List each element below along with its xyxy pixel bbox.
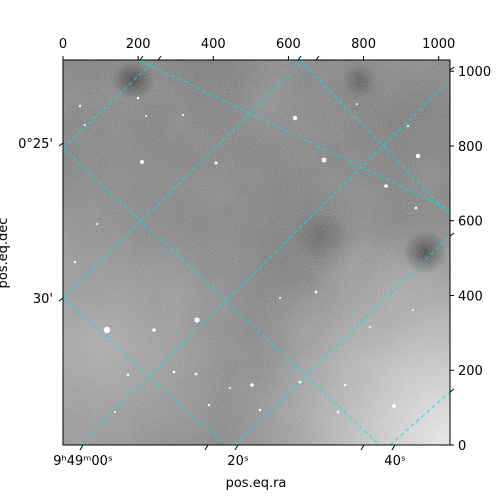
right-axis-tick-label: 1000: [458, 65, 491, 80]
grid-line: [234, 235, 450, 445]
star: [214, 161, 218, 165]
top-axis-world-tick: [157, 55, 162, 61]
left-dec-axis: 0°25' 30': [18, 137, 64, 307]
bottom-axis-tick: [79, 444, 84, 451]
top-axis-tick-label: 0: [59, 37, 67, 52]
star: [321, 157, 327, 163]
right-axis-world-tick: [449, 388, 455, 393]
right-axis-tick-label: 800: [458, 140, 483, 155]
bottom-axis-tick-label: 20ˢ: [227, 454, 249, 469]
star: [414, 206, 418, 210]
star: [250, 383, 254, 387]
star: [84, 124, 86, 126]
right-axis-tick-label: 200: [458, 364, 483, 379]
star: [145, 115, 147, 117]
star: [343, 383, 347, 387]
bottom-axis-minor-tick: [360, 444, 365, 451]
star: [136, 96, 140, 100]
grid-line: [79, 79, 450, 445]
star: [278, 296, 282, 300]
top-axis-tick-label: 1000: [422, 37, 455, 52]
star: [415, 153, 421, 159]
grid-line: [389, 391, 450, 445]
star: [103, 326, 111, 334]
star: [369, 326, 371, 328]
grid-line: [299, 60, 450, 216]
x-axis-label: pos.eq.ra: [226, 476, 287, 491]
coordinate-grid: [63, 60, 450, 445]
star: [172, 370, 176, 374]
star: [207, 403, 211, 407]
bottom-ra-axis: 9ʰ49ᵐ00ˢ 20ˢ 40ˢ: [53, 444, 406, 469]
right-axis-world-tick: [449, 66, 455, 71]
star: [194, 372, 198, 376]
top-axis-tick-label: 400: [201, 37, 226, 52]
top-axis-tick-label: 800: [351, 37, 376, 52]
star: [182, 114, 184, 116]
star: [229, 387, 231, 389]
right-axis-tick-label: 600: [458, 215, 483, 230]
right-axis-tick-label: 400: [458, 289, 483, 304]
left-axis-tick-label: 30': [33, 292, 53, 307]
left-axis-tick: [58, 142, 64, 147]
top-axis-world-tick: [315, 55, 320, 61]
grid-line: [63, 297, 226, 445]
star: [152, 328, 156, 332]
star: [126, 373, 130, 377]
bottom-axis-tick-label: 9ʰ49ᵐ00ˢ: [53, 454, 113, 469]
bottom-axis-tick: [234, 444, 239, 451]
grid-line: [63, 147, 381, 445]
stars: [73, 96, 421, 414]
star: [314, 290, 318, 294]
left-axis-tick: [58, 297, 64, 302]
star: [356, 103, 358, 105]
top-axis-tick-label: 200: [126, 37, 151, 52]
left-axis-tick-label: 0°25': [18, 137, 53, 152]
star: [412, 309, 414, 311]
sky-image: [63, 60, 450, 445]
top-axis-world-tick: [297, 55, 302, 61]
top-pixel-axis: 0 200 400 600 800 1000: [59, 37, 455, 61]
star: [406, 124, 410, 128]
bottom-axis-tick-label: 40ˢ: [384, 454, 406, 469]
y-axis-label: pos.eq.dec: [0, 218, 11, 289]
star: [392, 404, 396, 408]
star: [336, 410, 340, 414]
bottom-axis-minor-tick: [204, 444, 209, 451]
bottom-axis-tick: [391, 444, 396, 451]
right-axis-world-tick: [449, 232, 455, 237]
star: [78, 104, 82, 108]
star: [96, 223, 98, 225]
top-axis-tick-label: 600: [276, 37, 301, 52]
star: [384, 184, 388, 188]
right-pixel-axis: 0 200 400 600 800 1000: [449, 65, 491, 454]
top-axis-world-tick: [139, 55, 144, 61]
star: [292, 115, 298, 121]
star: [140, 160, 144, 164]
grid-line: [63, 60, 156, 149]
star: [114, 411, 116, 413]
plot-frame: [62, 59, 451, 446]
star: [194, 317, 200, 323]
star: [73, 260, 77, 264]
grid-line: [139, 60, 450, 211]
right-axis-tick-label: 0: [458, 439, 466, 454]
grid-line: [63, 60, 306, 299]
star: [258, 408, 262, 412]
